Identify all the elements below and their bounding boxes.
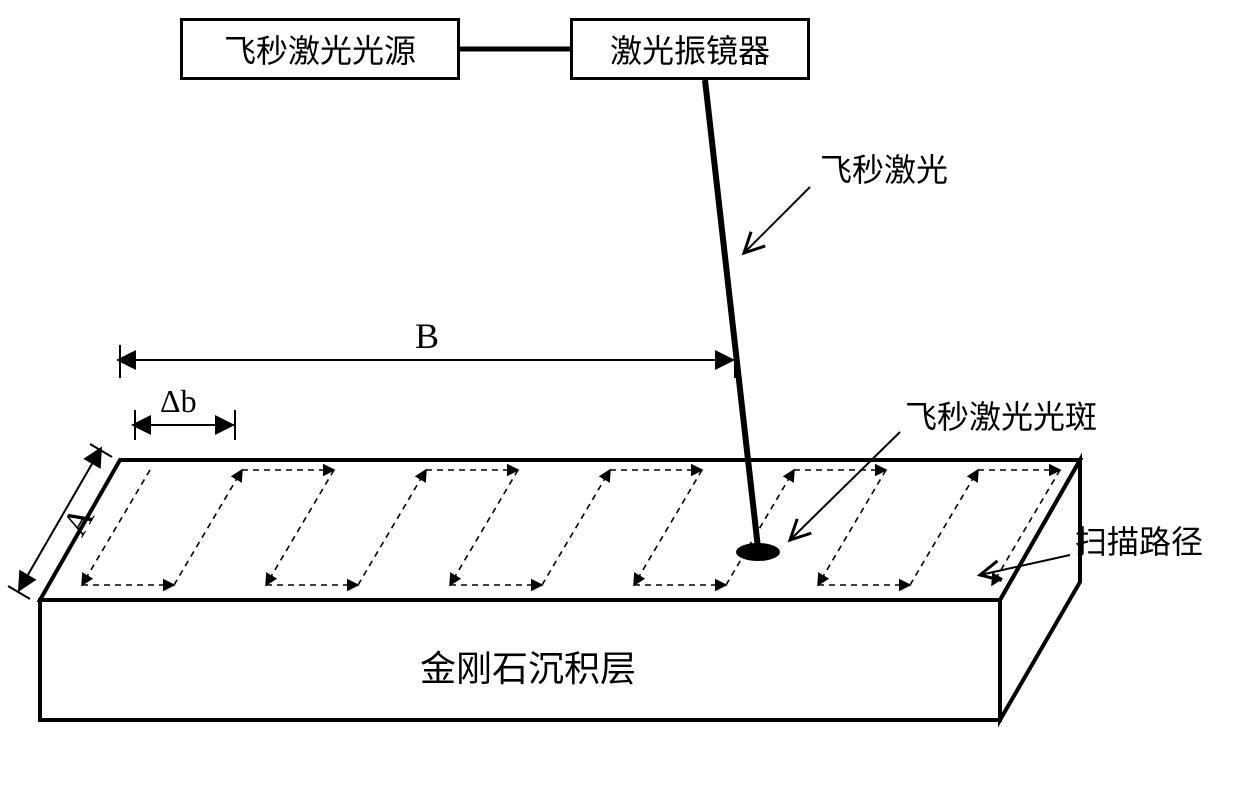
dim-a-tick-b	[8, 586, 30, 599]
laser-spot-pointer	[790, 432, 900, 540]
scan-path-label: 扫描路径	[1075, 517, 1203, 563]
slab-top-face	[40, 460, 1080, 600]
laser-spot-label: 飞秒激光光斑	[905, 392, 1097, 438]
dim-db-label: Δb	[160, 383, 197, 420]
scan-path	[82, 470, 1060, 585]
laser-beam-label: 飞秒激光	[820, 145, 948, 191]
laser-beam-line	[705, 80, 758, 548]
laser-spot	[736, 543, 780, 561]
deposition-layer-label: 金刚石沉积层	[420, 640, 636, 692]
slab-right-face	[1000, 460, 1080, 720]
laser-beam-pointer	[744, 187, 810, 253]
dim-a-tick-t	[90, 444, 112, 457]
dim-b-label: B	[415, 315, 439, 357]
